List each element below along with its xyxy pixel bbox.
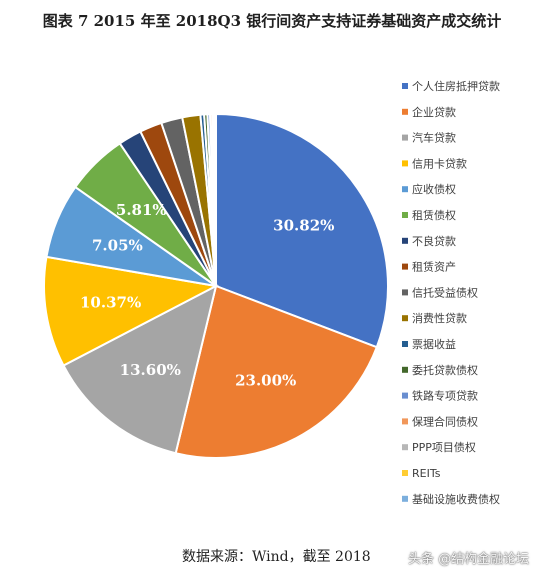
- legend-swatch: [402, 237, 408, 244]
- watermark: 头条 @结构金融论坛: [408, 552, 530, 567]
- legend-label: 票据收益: [412, 337, 456, 351]
- legend-label: 信托受益债权: [412, 285, 478, 299]
- legend-swatch: [402, 341, 408, 347]
- slice-label: 10.37%: [80, 294, 141, 312]
- legend-swatch: [402, 444, 408, 451]
- legend-swatch: [402, 495, 408, 502]
- legend-label: 信用卡贷款: [412, 156, 467, 170]
- slice-label: 5.81%: [116, 201, 167, 219]
- legend-label: 应收债权: [412, 182, 456, 196]
- legend-label: 个人住房抵押贷款: [412, 79, 500, 93]
- legend-swatch: [402, 392, 408, 399]
- pie-slice: [174, 284, 379, 459]
- slice-label: 23.00%: [235, 371, 296, 389]
- legend-label: PPP项目债权: [412, 440, 476, 454]
- legend-swatch: [402, 315, 408, 322]
- legend-label: REITs: [412, 467, 441, 480]
- legend-label: 基础设施收费债权: [412, 492, 500, 506]
- legend-swatch: [402, 83, 408, 89]
- slice-labels: 30.82% 23.00% 13.60% 10.37% 7.05% 5.81%: [80, 201, 334, 389]
- slice-label: 13.60%: [120, 361, 181, 379]
- pie-slice: [215, 112, 389, 349]
- source-note: 数据来源：Wind，截至 2018: [182, 549, 371, 565]
- legend-label: 租赁债权: [412, 208, 456, 222]
- legend-swatch: [402, 134, 408, 141]
- pie-slice: [213, 112, 217, 287]
- legend: 个人住房抵押贷款企业贷款汽车贷款信用卡贷款应收债权租赁债权不良贷款租赁资产信托受…: [402, 79, 500, 506]
- legend-label: 保理合同债权: [412, 414, 478, 428]
- legend-label: 不良贷款: [412, 234, 456, 248]
- pie-slices: [43, 112, 389, 459]
- legend-label: 汽车贷款: [412, 131, 456, 145]
- slice-label: 30.82%: [273, 217, 334, 235]
- legend-label: 消费性贷款: [412, 311, 467, 325]
- legend-label: 铁路专项贷款: [412, 389, 478, 403]
- slice-label: 7.05%: [92, 236, 143, 254]
- legend-swatch: [402, 108, 408, 115]
- pie-slice: [43, 255, 220, 367]
- legend-swatch: [402, 470, 408, 476]
- legend-swatch: [402, 418, 408, 425]
- legend-swatch: [402, 366, 408, 373]
- legend-label: 租赁资产: [412, 260, 456, 274]
- pie-slice: [62, 284, 218, 455]
- legend-swatch: [402, 263, 408, 270]
- legend-label: 委托贷款债权: [412, 363, 478, 377]
- legend-label: 企业贷款: [412, 105, 456, 119]
- legend-swatch: [402, 289, 408, 296]
- legend-swatch: [402, 160, 408, 167]
- legend-swatch: [402, 212, 408, 218]
- legend-swatch: [402, 186, 408, 193]
- chart-title: 图表 7 2015 年至 2018Q3 银行间资产支持证券基础资产成交统计: [42, 12, 502, 30]
